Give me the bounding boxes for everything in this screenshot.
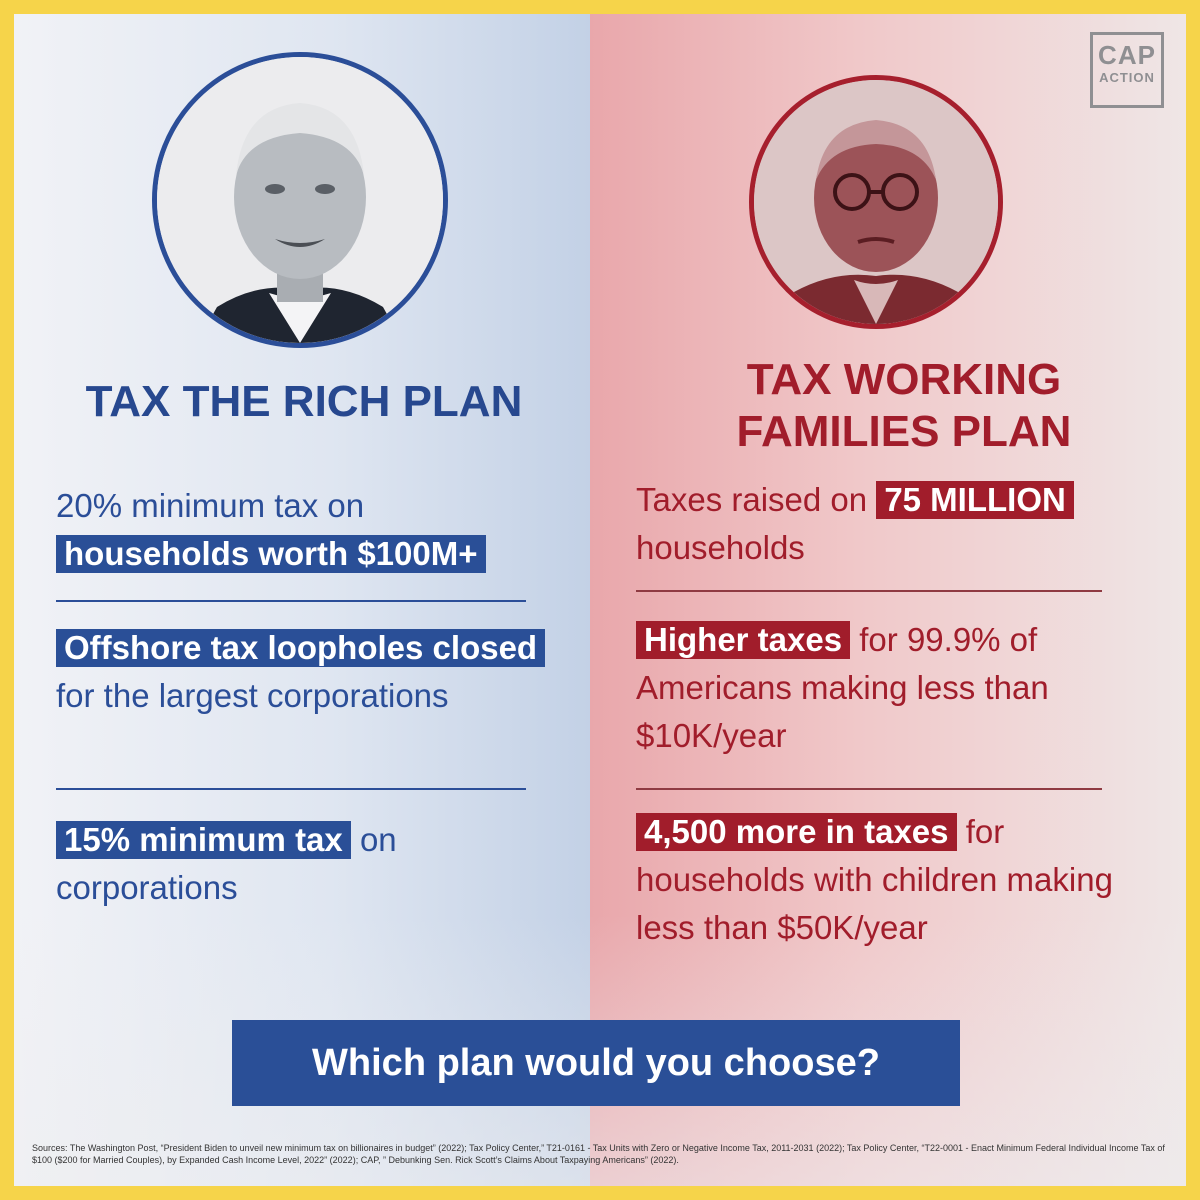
right-divider-2 <box>636 788 1102 790</box>
logo-line-1: CAP <box>1098 40 1156 70</box>
right-portrait-image <box>754 80 998 324</box>
right-item-3-text: for households with children making less… <box>636 813 1113 946</box>
right-divider-1 <box>636 590 1102 592</box>
right-item-1-text-after: households <box>636 529 805 566</box>
right-item-2: Higher taxes for 99.9% of Americans maki… <box>636 616 1136 760</box>
left-item-3-highlight: 15% minimum tax <box>56 821 351 859</box>
right-item-1-highlight: 75 MILLION <box>876 481 1074 519</box>
right-item-3-highlight: 4,500 more in taxes <box>636 813 957 851</box>
right-plan-title-line-1: TAX WORKING <box>746 355 1062 404</box>
left-item-1-text: 20% minimum tax on <box>56 487 365 524</box>
right-plan-title-line-2: FAMILIES PLAN <box>736 407 1072 456</box>
left-item-1: 20% minimum tax on households worth $100… <box>56 482 576 578</box>
infographic-canvas: CAP ACTION <box>14 14 1186 1186</box>
logo-line-2: ACTION <box>1099 70 1155 85</box>
left-plan-title: TAX THE RICH PLAN <box>85 377 523 426</box>
left-item-2: Offshore tax loopholes closed for the la… <box>56 624 546 720</box>
left-item-2-text: for the largest corporations <box>56 677 449 714</box>
right-item-1: Taxes raised on 75 MILLION households <box>636 476 1156 572</box>
right-item-2-highlight: Higher taxes <box>636 621 851 659</box>
right-plan-title: TAX WORKING FAMILIES PLAN <box>654 354 1154 458</box>
sources-footnote: Sources: The Washington Post, “President… <box>32 1143 1165 1165</box>
right-item-1-text-before: Taxes raised on <box>636 481 868 518</box>
left-item-1-highlight: households worth $100M+ <box>56 535 486 573</box>
left-portrait-image <box>157 57 443 343</box>
left-item-3: 15% minimum tax on corporations <box>56 816 546 912</box>
right-item-2-text: for 99.9% of Americans making less than … <box>636 621 1049 754</box>
left-item-2-highlight: Offshore tax loopholes closed <box>56 629 546 667</box>
left-portrait <box>152 52 448 348</box>
which-plan-banner: Which plan would you choose? <box>232 1020 960 1106</box>
cap-action-logo: CAP ACTION <box>1090 32 1164 108</box>
right-portrait <box>749 75 1003 329</box>
left-divider-1 <box>56 600 526 602</box>
right-item-3: 4,500 more in taxes for households with … <box>636 808 1146 952</box>
left-divider-2 <box>56 788 526 790</box>
left-item-3-text: on corporations <box>56 821 397 906</box>
